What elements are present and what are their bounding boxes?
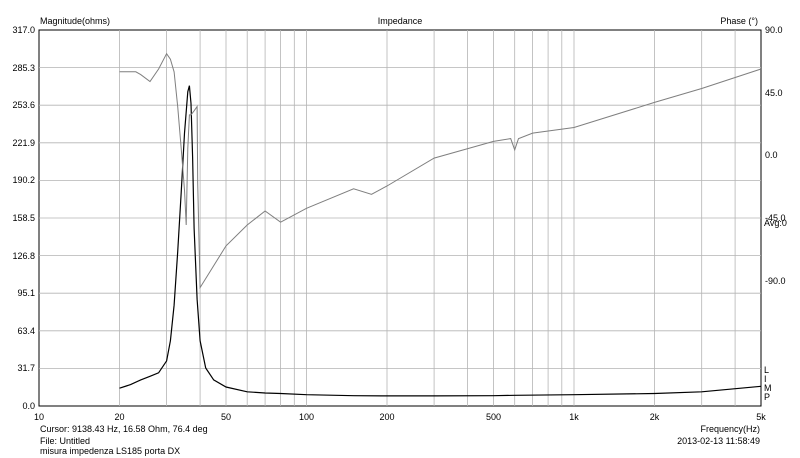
x-tick-label: 50 [220, 412, 231, 422]
timestamp: 2013-02-13 11:58:49 [677, 436, 760, 446]
x-tick-label: 500 [485, 412, 501, 422]
y2-tick-label: -90.0 [765, 275, 786, 286]
left-axis-title: Magnitude(ohms) [40, 16, 111, 26]
x-tick-label: 20 [114, 412, 125, 422]
y-tick-label: 317.0 [12, 25, 35, 35]
y2-tick-label: 45.0 [765, 87, 783, 98]
y-tick-label: 95.1 [17, 288, 35, 299]
x-tick-label: 2k [649, 412, 660, 422]
y-tick-label: 158.5 [12, 213, 35, 223]
y-tick-label: 126.8 [12, 250, 35, 261]
cursor-readout: Cursor: 9138.43 Hz, 16.58 Ohm, 76.4 deg [40, 424, 208, 434]
y2-tick-label: 0.0 [765, 150, 778, 161]
x-tick-label: 10 [33, 412, 44, 422]
y-tick-label: 31.7 [17, 363, 35, 374]
magnitude-series-line [119, 85, 762, 397]
y-tick-label: 0.0 [22, 401, 35, 411]
chart-title: Impedance [377, 16, 423, 26]
y-tick-label: 63.4 [17, 325, 35, 336]
x-tick-label: 5k [756, 412, 766, 422]
y-tick-label: 221.9 [12, 137, 35, 148]
measurement-description: misura impedenza LS185 porta DX [40, 446, 181, 456]
phase-series-line [119, 52, 762, 290]
y2-tick-label: -45.0 [765, 213, 786, 223]
y-gridlines [39, 67, 761, 369]
y-tick-label: 190.2 [12, 175, 35, 186]
right-axis-title: Phase (°) [720, 16, 758, 26]
legend-letter-m: M [764, 383, 772, 393]
legend-letter-l: L [764, 365, 770, 375]
legend-letter-i: I [764, 374, 767, 384]
y-tick-label: 285.3 [12, 62, 35, 73]
y-tick-label: 253.6 [12, 100, 35, 111]
x-tick-label: 200 [379, 412, 395, 422]
legend-letter-p: P [764, 392, 771, 402]
y2-tick-label: 90.0 [765, 25, 783, 35]
series-layer [119, 52, 762, 397]
x-tick-label: 100 [298, 412, 315, 422]
x-tick-label: 1k [569, 412, 579, 422]
x-axis-title: Frequency(Hz) [700, 424, 760, 434]
average-label: Avg:0 [764, 218, 787, 228]
file-name: File: Untitled [40, 436, 91, 446]
